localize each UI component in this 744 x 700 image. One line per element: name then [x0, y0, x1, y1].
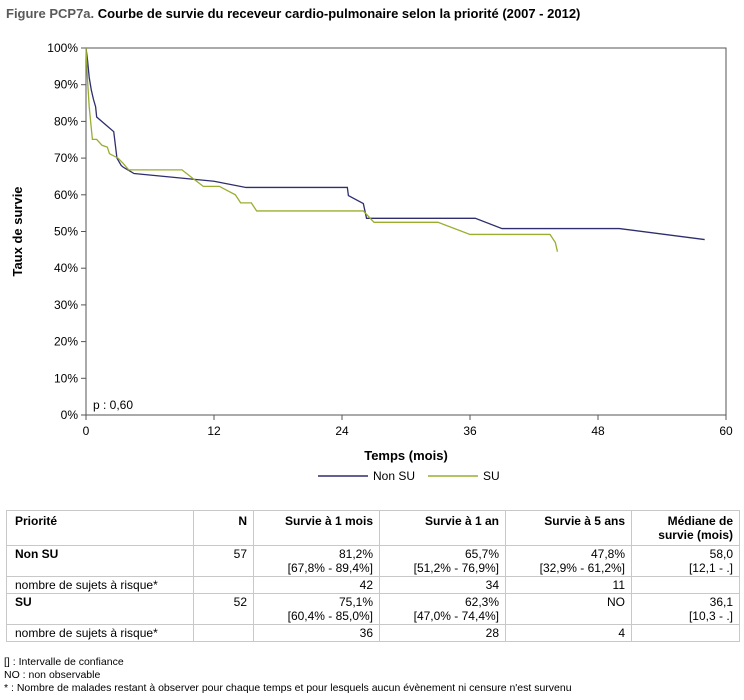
survival-cell: 75,1% [60,4% - 85,0%] — [253, 593, 380, 625]
plot-frame — [85, 47, 727, 416]
series-line-non-su — [85, 47, 705, 241]
figure-number: Figure PCP7a. — [6, 6, 95, 21]
survival-value: 75,1% — [338, 595, 373, 609]
survival-cell: 65,7% [51,2% - 76,9%] — [379, 545, 506, 577]
survival-value: 81,2% — [338, 547, 373, 561]
risk-count: 28 — [379, 624, 506, 642]
y-tick-label: 40% — [54, 261, 78, 275]
confidence-interval: [32,9% - 61,2%] — [539, 561, 625, 575]
series-line-su — [85, 47, 559, 252]
y-tick-label: 90% — [54, 78, 78, 92]
risk-count: 34 — [379, 576, 506, 594]
footnote-line: [] : Intervalle de confiance — [4, 656, 124, 668]
y-tick-label: 80% — [54, 114, 78, 128]
survival-cell: 47,8% [32,9% - 61,2%] — [505, 545, 632, 577]
risk-count: 11 — [505, 576, 632, 594]
y-tick-label: 100% — [47, 41, 78, 55]
table-row: Non SU 57 81,2% [67,8% - 89,4%] 65,7% [51,2% … — [6, 545, 740, 577]
footnote-line: NO : non observable — [4, 669, 101, 681]
figure-title: Figure PCP7a. Courbe de survie du receve… — [6, 6, 580, 21]
y-tick-label: 50% — [54, 225, 78, 239]
y-tick-label: 0% — [61, 408, 79, 422]
survival-value: NO — [607, 595, 625, 609]
confidence-interval: [47,0% - 74,4%] — [413, 609, 499, 623]
risk-count: 36 — [253, 624, 380, 642]
table-header-cell: Survie à 1 mois — [253, 510, 380, 546]
group-n: 52 — [193, 593, 254, 625]
survival-cell: 81,2% [67,8% - 89,4%] — [253, 545, 380, 577]
legend-label: SU — [483, 469, 500, 483]
x-axis-label: Temps (mois) — [364, 448, 448, 463]
confidence-interval: [12,1 - .] — [688, 561, 733, 575]
group-label: Non SU — [6, 545, 194, 577]
x-tick-label: 0 — [83, 424, 90, 438]
legend-label: Non SU — [373, 469, 415, 483]
risk-count — [631, 624, 740, 642]
risk-count — [631, 576, 740, 594]
chart-legend: Non SU SU — [318, 469, 500, 483]
confidence-interval: [10,3 - .] — [688, 609, 733, 623]
figure-caption: Courbe de survie du receveur cardio-pulm… — [97, 6, 581, 21]
risk-count: 4 — [505, 624, 632, 642]
survival-cell: 58,0 [12,1 - .] — [631, 545, 740, 577]
table-header-cell: Priorité — [6, 510, 194, 546]
chart-axes: 0% 10% 20% 30% 40% 50% 60% 70% 80% 90% 100% 0 12 24 36… — [47, 41, 733, 438]
empty-cell — [193, 624, 254, 642]
confidence-interval: [67,8% - 89,4%] — [287, 561, 373, 575]
survival-value: 65,7% — [464, 547, 499, 561]
y-tick-label: 60% — [54, 188, 78, 202]
survival-value: 58,0 — [709, 547, 733, 561]
group-label: SU — [6, 593, 194, 625]
survival-table: Priorité N Survie à 1 mois Survie à 1 an Sur… — [6, 510, 740, 642]
y-tick-label: 20% — [54, 335, 78, 349]
chart-series — [85, 47, 705, 252]
footnotes: [] : Intervalle de confiance NO : non obs… — [4, 656, 572, 695]
x-tick-label: 12 — [207, 424, 221, 438]
table-header-cell: Médiane de survie (mois) — [631, 510, 740, 546]
table-row: SU 52 75,1% [60,4% - 85,0%] 62,3% [47,0% - 74… — [6, 593, 740, 625]
survival-cell: NO — [505, 593, 632, 625]
table-header-cell: N — [193, 510, 254, 546]
y-tick-label: 10% — [54, 371, 78, 385]
confidence-interval: [60,4% - 85,0%] — [287, 609, 373, 623]
survival-value: 47,8% — [590, 547, 625, 561]
survival-value: 36,1 — [709, 595, 733, 609]
x-tick-label: 36 — [463, 424, 477, 438]
confidence-interval — [512, 609, 625, 623]
empty-cell — [193, 576, 254, 594]
risk-row: nombre de sujets à risque* 42 34 11 — [6, 576, 740, 594]
risk-count: 42 — [253, 576, 380, 594]
survival-cell: 62,3% [47,0% - 74,4%] — [379, 593, 506, 625]
footnote-line: * : Nombre de malades restant à observer… — [4, 682, 572, 694]
survival-value: 62,3% — [464, 595, 499, 609]
confidence-interval: [51,2% - 76,9%] — [413, 561, 499, 575]
x-tick-label: 24 — [335, 424, 349, 438]
survival-cell: 36,1 [10,3 - .] — [631, 593, 740, 625]
y-tick-label: 30% — [54, 298, 78, 312]
table-header-cell: Survie à 5 ans — [505, 510, 632, 546]
p-value-annotation: p : 0,60 — [93, 398, 133, 412]
table-header-row: Priorité N Survie à 1 mois Survie à 1 an Sur… — [6, 510, 740, 546]
y-tick-label: 70% — [54, 151, 78, 165]
x-tick-label: 60 — [719, 424, 733, 438]
table-body: Non SU 57 81,2% [67,8% - 89,4%] 65,7% [51,2% … — [6, 545, 740, 642]
risk-label: nombre de sujets à risque* — [6, 576, 194, 594]
group-n: 57 — [193, 545, 254, 577]
survival-chart: 0% 10% 20% 30% 40% 50% 60% 70% 80% 90% 100% 0 12 24 36… — [10, 41, 733, 483]
table-header-cell: Survie à 1 an — [379, 510, 506, 546]
risk-label: nombre de sujets à risque* — [6, 624, 194, 642]
x-tick-label: 48 — [591, 424, 605, 438]
risk-row: nombre de sujets à risque* 36 28 4 — [6, 624, 740, 642]
y-axis-label: Taux de survie — [10, 186, 25, 276]
